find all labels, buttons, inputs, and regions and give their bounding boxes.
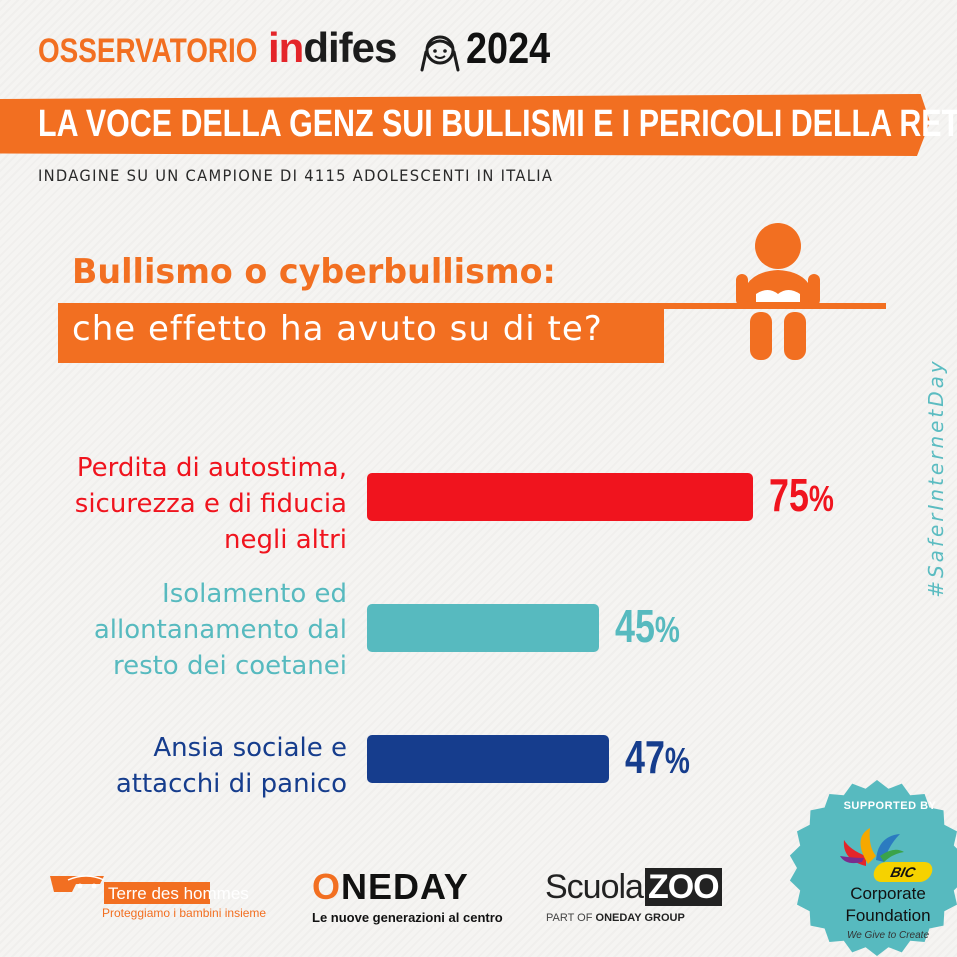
bar: [367, 604, 599, 652]
bar-value-number: 45: [614, 600, 655, 652]
scuolazoo-group: ONEDAY GROUP: [595, 912, 685, 924]
category-label: Isolamento ed allontanamento dal resto dei…: [94, 576, 347, 684]
shelf-line: [664, 303, 886, 309]
scuolazoo-logo: Scuola ZOO: [545, 868, 722, 907]
category-label-line: resto dei coetanei: [112, 651, 347, 681]
category-label-line: negli altri: [224, 525, 347, 555]
bic-tagline: We Give to Create: [846, 930, 930, 941]
bar-value-number: 75: [769, 469, 809, 521]
bic-foundation-line-2: Foundation: [845, 906, 931, 925]
girl-face-icon: [420, 35, 460, 72]
category-label-line: Ansia sociale e: [153, 733, 347, 763]
bar: [367, 473, 753, 521]
bic-foundation-line-1: Corporate: [850, 884, 926, 903]
category-label-line: Perdita di autostima,: [76, 453, 347, 483]
category-label-line: allontanamento dal: [93, 615, 347, 645]
scuolazoo-scuola: Scuola: [545, 868, 644, 906]
category-label: Ansia sociale e attacchi di panico: [116, 730, 347, 802]
question-box: [58, 303, 664, 363]
category-label-line: Isolamento ed: [162, 579, 347, 609]
oneday-o: O: [312, 866, 342, 907]
banner-title: LA VOCE DELLA GENZ SUI BULLISMI E I PERI…: [38, 103, 957, 145]
bar-value-label: 47%: [625, 730, 690, 784]
category-label-line: attacchi di panico: [115, 769, 347, 799]
category-label-line: sicurezza e di fiducia: [74, 489, 347, 519]
title-banner: [0, 94, 930, 156]
bar-value-label: 75%: [769, 468, 834, 522]
oneday-tagline: Le nuove generazioni al centro: [312, 910, 503, 925]
bar-value-unit: %: [654, 609, 680, 650]
bar-value-unit: %: [808, 478, 834, 519]
scuolazoo-part-of: PART OF: [546, 912, 593, 924]
brand-difes: difes: [303, 24, 397, 71]
terre-des-hommes-name: Terre des hommes: [108, 884, 249, 903]
bic-palette-icon: [840, 828, 904, 866]
bic-logo: BIC: [871, 862, 935, 882]
scuolazoo-zoo: ZOO: [644, 868, 722, 906]
supported-by-badge: [789, 780, 957, 956]
scuolazoo-tagline: PART OF ONEDAY GROUP: [546, 912, 685, 924]
terre-des-hommes-tagline: Proteggiamo i bambini insieme: [102, 906, 267, 920]
observatory-label: OSSERVATORIO: [38, 32, 258, 70]
brand-in: in: [268, 24, 304, 71]
sad-person-icon: [736, 223, 820, 360]
bar-value-unit: %: [664, 740, 690, 781]
question-line-1: Bullismo o cyberbullismo:: [72, 252, 556, 292]
oneday-rest: NEDAY: [341, 866, 469, 907]
year-title: 2024: [466, 24, 551, 73]
terre-des-hommes-logo: [50, 875, 210, 904]
category-label: Perdita di autostima, sicurezza e di fidu…: [75, 450, 347, 558]
indifesa-logo: indifes: [268, 24, 397, 72]
oneday-logo: ONEDAY: [312, 866, 469, 908]
bar-value-label: 45%: [615, 599, 680, 653]
supported-by-label: SUPPORTED BY: [843, 800, 937, 812]
safer-internet-day-hashtag: #SaferInternetDay: [924, 358, 948, 598]
survey-subtitle: INDAGINE SU UN CAMPIONE DI 4115 ADOLESCE…: [38, 166, 554, 185]
bar: [367, 735, 609, 783]
bar-value-number: 47: [624, 731, 665, 783]
question-line-2: che effetto ha avuto su di te?: [72, 309, 603, 349]
